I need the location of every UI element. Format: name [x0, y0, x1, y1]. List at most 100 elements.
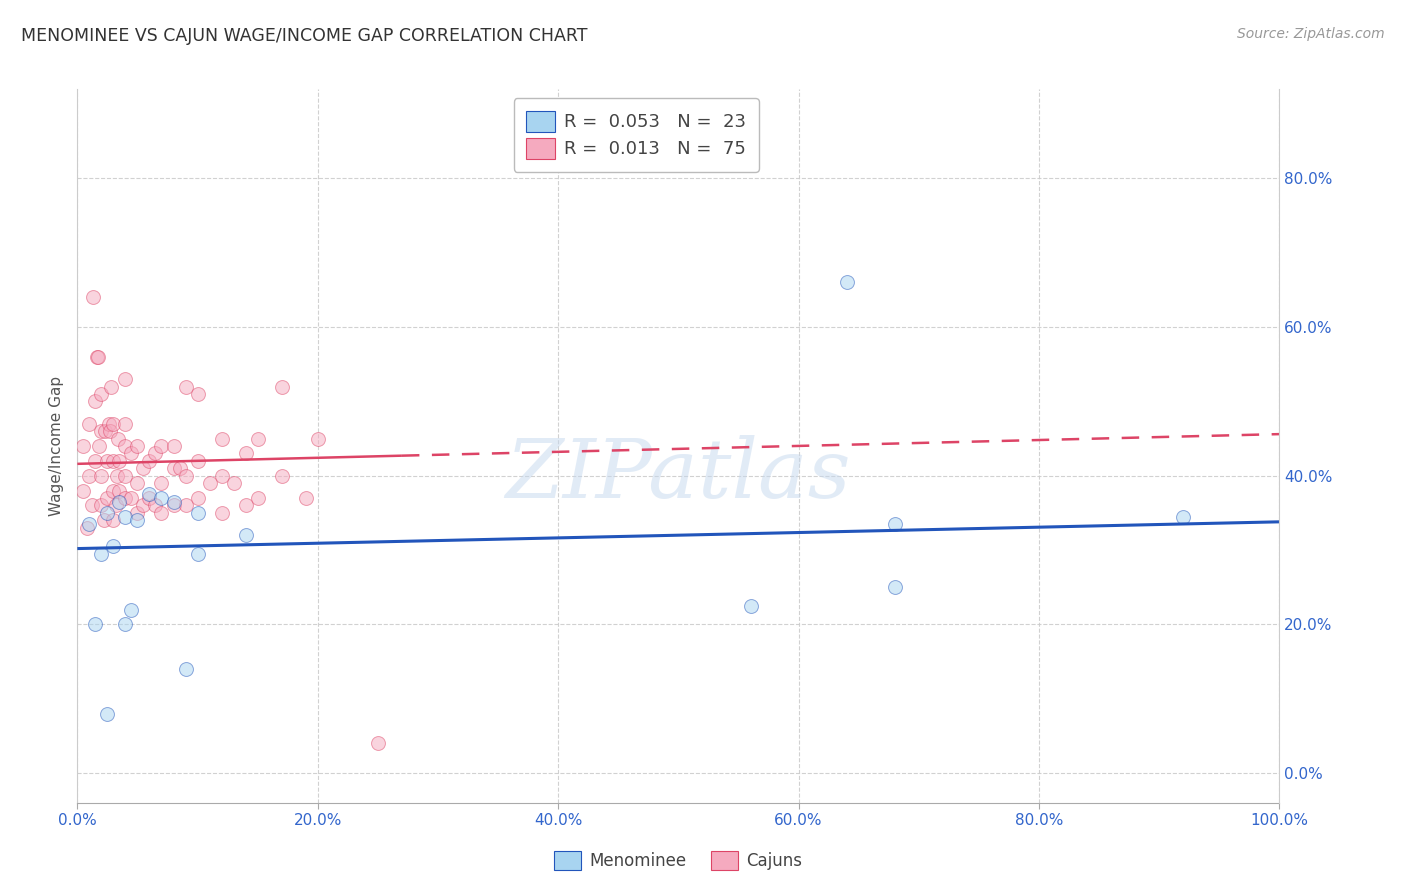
Point — [79, 468, 101, 483]
Point — [120, 491, 142, 505]
Point — [162, 499, 184, 513]
Point — [162, 494, 184, 508]
Point — [187, 491, 209, 505]
Point — [187, 547, 209, 561]
Point — [114, 509, 136, 524]
Point — [90, 424, 112, 438]
Point — [79, 417, 101, 431]
Point — [100, 379, 122, 393]
Point — [103, 454, 125, 468]
Legend: Menominee, Cajuns: Menominee, Cajuns — [548, 844, 808, 877]
Point — [132, 461, 155, 475]
Point — [96, 706, 118, 721]
Point — [222, 476, 245, 491]
Point — [103, 513, 125, 527]
Point — [114, 372, 136, 386]
Point — [162, 461, 184, 475]
Text: Source: ZipAtlas.com: Source: ZipAtlas.com — [1237, 27, 1385, 41]
Point — [162, 439, 184, 453]
Point — [120, 602, 142, 616]
Point — [72, 483, 94, 498]
Point — [174, 468, 197, 483]
Point — [270, 379, 292, 393]
Point — [108, 494, 131, 508]
Point — [79, 517, 101, 532]
Point — [367, 736, 389, 750]
Point — [80, 499, 103, 513]
Point — [114, 617, 136, 632]
Point — [174, 499, 197, 513]
Point — [114, 417, 136, 431]
Point — [98, 424, 121, 438]
Point — [1173, 509, 1195, 524]
Point — [187, 387, 209, 401]
Point — [97, 417, 120, 431]
Point — [138, 487, 160, 501]
Point — [90, 499, 112, 513]
Point — [120, 446, 142, 460]
Point — [246, 491, 269, 505]
Point — [114, 491, 136, 505]
Point — [108, 483, 131, 498]
Point — [90, 547, 112, 561]
Point — [103, 483, 125, 498]
Point — [187, 454, 209, 468]
Point — [76, 521, 98, 535]
Point — [105, 468, 128, 483]
Point — [84, 617, 107, 632]
Point — [883, 517, 905, 532]
Point — [72, 439, 94, 453]
Point — [211, 506, 233, 520]
Point — [93, 513, 115, 527]
Point — [740, 599, 762, 613]
Point — [294, 491, 316, 505]
Point — [84, 454, 107, 468]
Point — [84, 394, 107, 409]
Point — [211, 468, 233, 483]
Point — [114, 439, 136, 453]
Point — [132, 499, 155, 513]
Point — [114, 468, 136, 483]
Y-axis label: Wage/Income Gap: Wage/Income Gap — [49, 376, 65, 516]
Point — [187, 506, 209, 520]
Point — [145, 446, 167, 460]
Text: MENOMINEE VS CAJUN WAGE/INCOME GAP CORRELATION CHART: MENOMINEE VS CAJUN WAGE/INCOME GAP CORRE… — [21, 27, 588, 45]
Point — [174, 662, 197, 676]
Point — [150, 506, 173, 520]
Point — [107, 432, 129, 446]
Point — [108, 454, 131, 468]
Point — [150, 491, 173, 505]
Point — [235, 528, 257, 542]
Point — [103, 539, 125, 553]
Point — [127, 476, 149, 491]
Point — [138, 454, 160, 468]
Text: ZIPatlas: ZIPatlas — [506, 434, 851, 515]
Point — [103, 417, 125, 431]
Point — [127, 439, 149, 453]
Point — [90, 468, 112, 483]
Point — [235, 446, 257, 460]
Point — [150, 439, 173, 453]
Point — [94, 424, 117, 438]
Point — [198, 476, 221, 491]
Point — [883, 580, 905, 594]
Point — [211, 432, 233, 446]
Point — [174, 379, 197, 393]
Point — [96, 506, 118, 520]
Point — [127, 513, 149, 527]
Point — [835, 276, 858, 290]
Point — [87, 439, 110, 453]
Point — [96, 491, 118, 505]
Point — [235, 499, 257, 513]
Point — [246, 432, 269, 446]
Point — [104, 499, 127, 513]
Point — [307, 432, 329, 446]
Point — [150, 476, 173, 491]
Point — [87, 350, 110, 364]
Point — [86, 350, 108, 364]
Point — [138, 491, 160, 505]
Point — [90, 387, 112, 401]
Point — [82, 290, 104, 304]
Point — [96, 454, 118, 468]
Point — [127, 506, 149, 520]
